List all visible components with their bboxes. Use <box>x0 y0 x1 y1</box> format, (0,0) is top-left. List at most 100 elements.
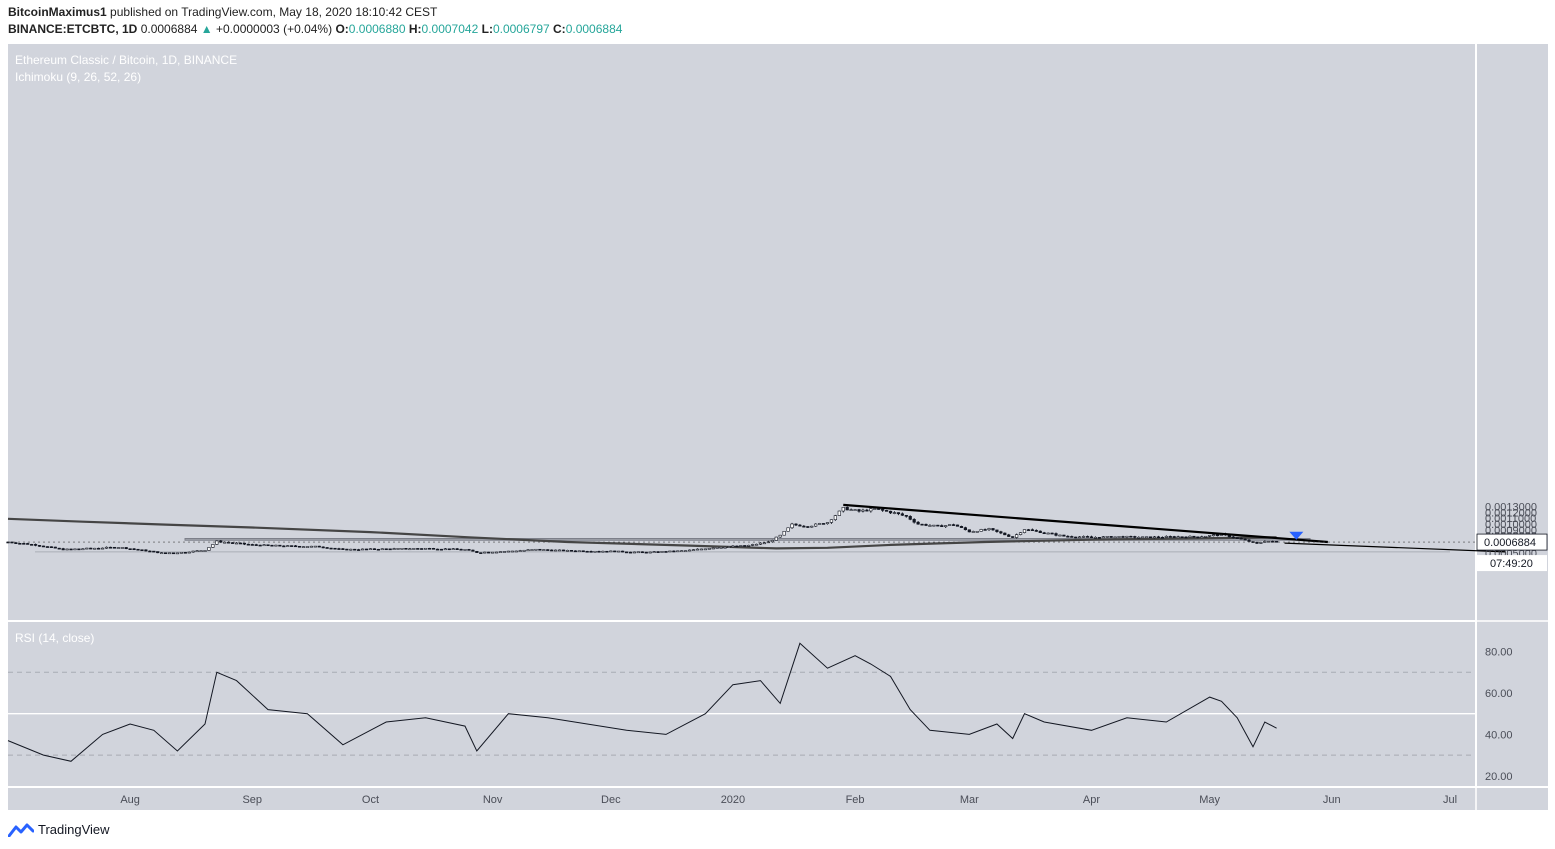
candle <box>1022 529 1027 533</box>
last-price: 0.0006884 <box>140 22 198 36</box>
candle <box>845 506 849 511</box>
candle <box>128 548 132 550</box>
descending-trendline <box>843 503 1328 544</box>
candle <box>857 509 861 512</box>
candle <box>1129 535 1133 538</box>
candle <box>479 552 483 554</box>
candle <box>1125 535 1129 538</box>
candle <box>491 551 495 554</box>
candle <box>656 551 660 553</box>
candle <box>896 512 901 515</box>
candle <box>1078 536 1082 539</box>
candle <box>1192 535 1196 538</box>
candle <box>1180 536 1184 538</box>
candle <box>873 508 877 510</box>
candle <box>648 551 652 554</box>
rsi-tick-label: 20.00 <box>1485 771 1513 783</box>
candle <box>439 548 443 551</box>
candle <box>1011 536 1015 538</box>
candle <box>1003 532 1007 536</box>
candle <box>179 552 183 554</box>
candle <box>427 547 432 550</box>
candle <box>242 542 246 545</box>
price-change: +0.0000003 (+0.04%) <box>216 22 333 36</box>
candle <box>77 548 81 551</box>
candle <box>163 552 168 555</box>
candle <box>561 549 566 552</box>
candle <box>833 515 837 521</box>
tradingview-brand[interactable]: TradingView <box>8 822 110 837</box>
candle <box>45 546 49 548</box>
candle <box>546 549 550 551</box>
candle <box>778 534 782 538</box>
price-tick-label: 0.0011000 <box>1485 513 1536 525</box>
price-tick-label: 0.0013000 <box>1485 502 1537 514</box>
candle <box>412 548 416 550</box>
candle <box>841 506 845 512</box>
price-tick-label: 0.0012000 <box>1485 507 1537 519</box>
candle <box>424 547 428 550</box>
candle <box>613 550 617 553</box>
candle <box>601 550 605 553</box>
candle <box>680 550 684 552</box>
candle <box>305 546 310 548</box>
candle <box>18 543 22 545</box>
candle <box>148 550 152 553</box>
candle <box>309 545 313 548</box>
candle <box>900 513 904 516</box>
time-tick-label: May <box>1199 794 1220 806</box>
candle <box>632 551 637 554</box>
candle <box>1046 532 1050 535</box>
candle <box>1117 536 1121 538</box>
candle <box>617 550 621 553</box>
candle <box>1015 534 1019 538</box>
time-tick-label: Aug <box>120 794 140 806</box>
candle <box>1275 540 1279 543</box>
candle <box>932 524 936 527</box>
candle <box>372 548 377 550</box>
published-text: published on TradingView.com, May 18, 20… <box>110 5 438 19</box>
candle <box>1231 536 1235 539</box>
author-name[interactable]: BitcoinMaximus1 <box>8 5 107 19</box>
open-value: 0.0006880 <box>348 22 406 36</box>
candle <box>821 523 826 525</box>
candle <box>171 552 176 555</box>
countdown-badge <box>1477 555 1547 572</box>
price-pane-background <box>8 44 1475 620</box>
candle <box>120 547 124 549</box>
tradingview-logo-icon <box>8 823 34 837</box>
candle <box>1255 541 1259 544</box>
candle <box>199 550 203 552</box>
candle <box>825 522 830 525</box>
candle <box>892 512 897 514</box>
candle <box>230 542 235 544</box>
candle <box>581 550 585 553</box>
candle <box>41 545 46 548</box>
candle <box>699 548 704 551</box>
symbol-info: BINANCE:ETCBTC, 1D 0.0006884 ▲ +0.000000… <box>8 22 622 36</box>
rsi-line <box>7 642 1277 762</box>
candle <box>963 527 967 531</box>
candle <box>557 549 562 552</box>
candle <box>640 551 644 554</box>
candle <box>1196 536 1200 539</box>
candle <box>758 542 763 545</box>
candle <box>37 545 42 547</box>
candle <box>1050 532 1054 535</box>
candle <box>380 548 384 551</box>
candle <box>1101 536 1105 539</box>
candle <box>455 548 459 550</box>
candle <box>798 524 802 527</box>
candle <box>337 548 341 550</box>
candle <box>1113 536 1117 539</box>
candle <box>751 544 755 546</box>
candle <box>297 545 302 548</box>
sell-signal-marker-icon <box>1289 531 1304 540</box>
candle <box>1259 542 1263 544</box>
candle <box>912 519 916 523</box>
chart-title: Ethereum Classic / Bitcoin, 1D, BINANCE <box>15 53 237 67</box>
candle <box>818 523 822 525</box>
candle <box>1148 536 1153 539</box>
high-value: 0.0007042 <box>421 22 479 36</box>
